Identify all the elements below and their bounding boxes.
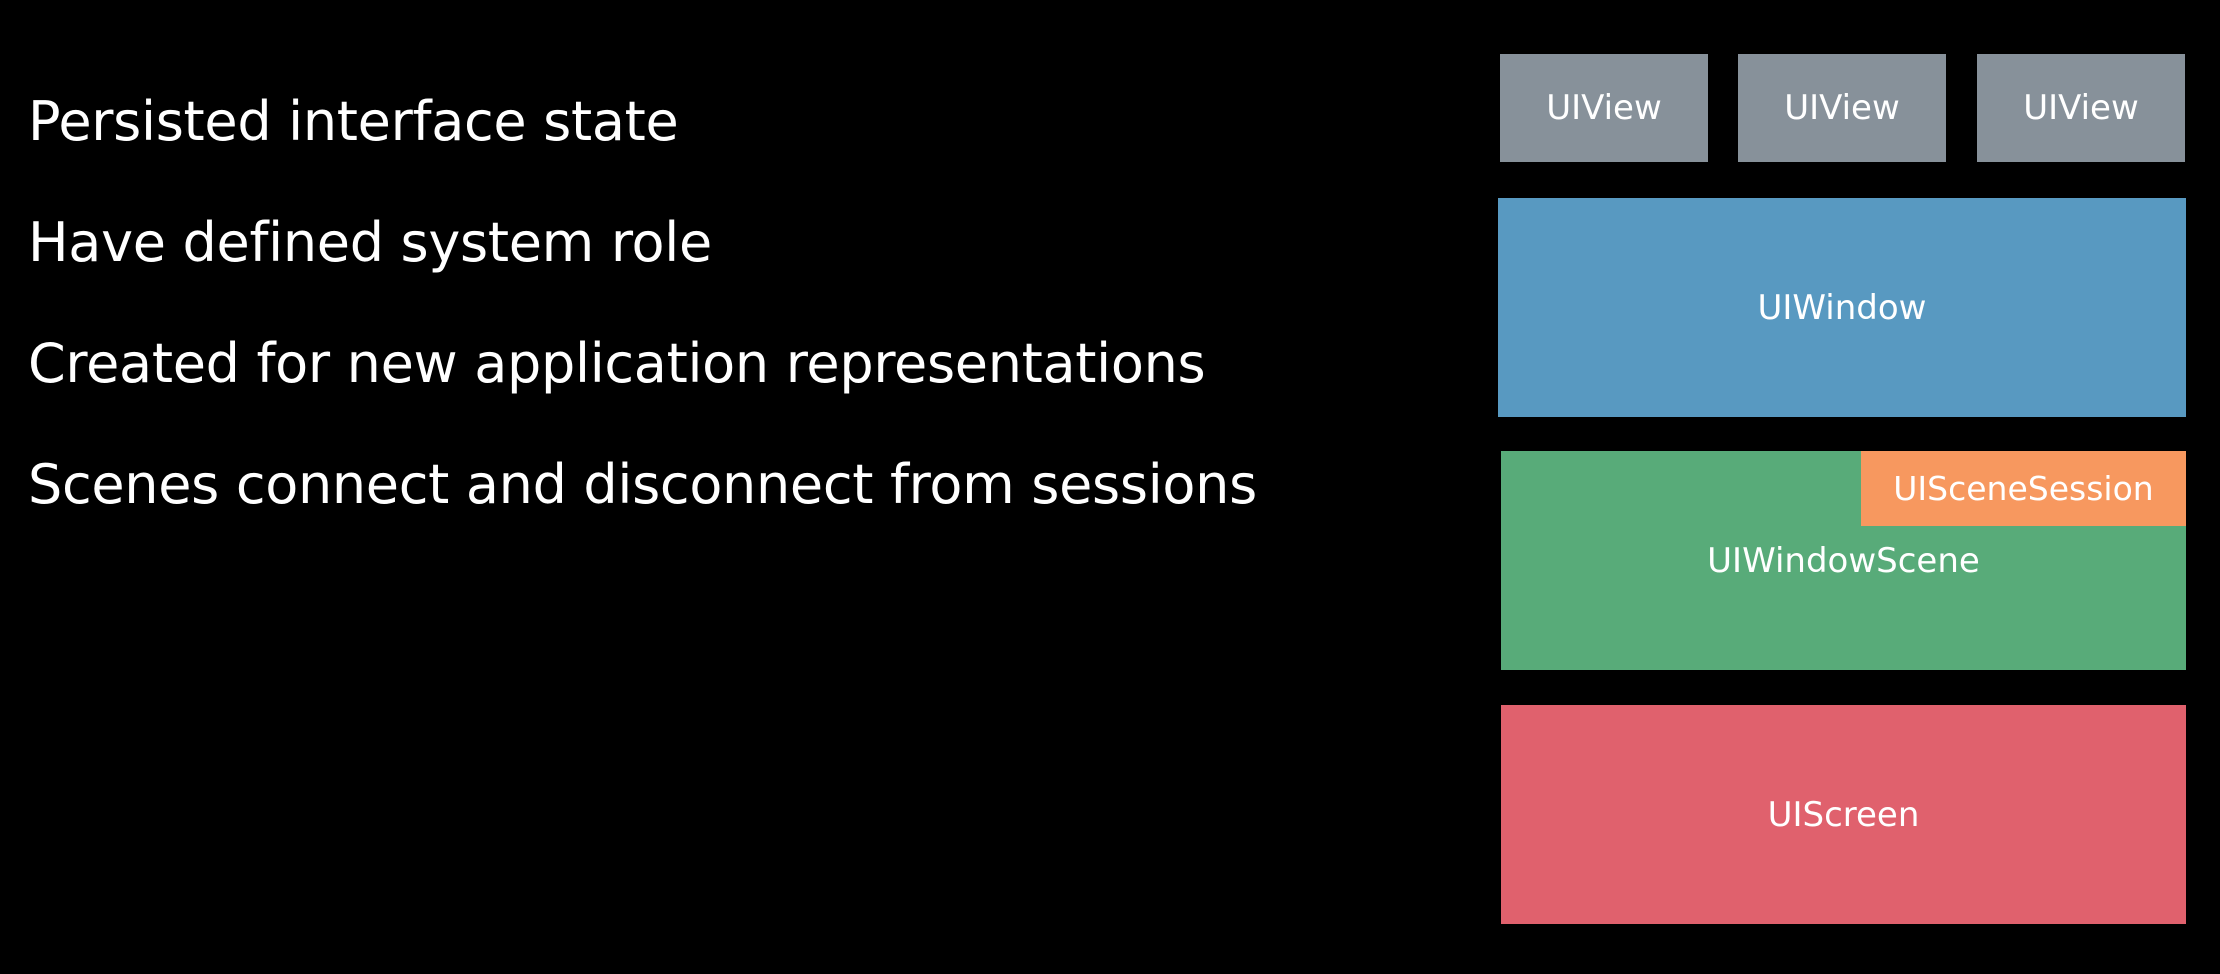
uiwindow-block: UIWindow xyxy=(1498,198,2186,417)
uiview-block-2: UIView xyxy=(1738,54,1946,162)
uiscreen-block: UIScreen xyxy=(1501,705,2186,924)
uiview-block-3: UIView xyxy=(1977,54,2185,162)
uiview-block-1: UIView xyxy=(1500,54,1708,162)
uiscenesession-block: UISceneSession xyxy=(1861,451,2186,526)
bullet-new-application-representations: Created for new application representati… xyxy=(28,332,1206,395)
bullet-scenes-connect-disconnect: Scenes connect and disconnect from sessi… xyxy=(28,453,1257,516)
bullet-persisted-interface-state: Persisted interface state xyxy=(28,90,679,153)
bullet-defined-system-role: Have defined system role xyxy=(28,211,712,274)
